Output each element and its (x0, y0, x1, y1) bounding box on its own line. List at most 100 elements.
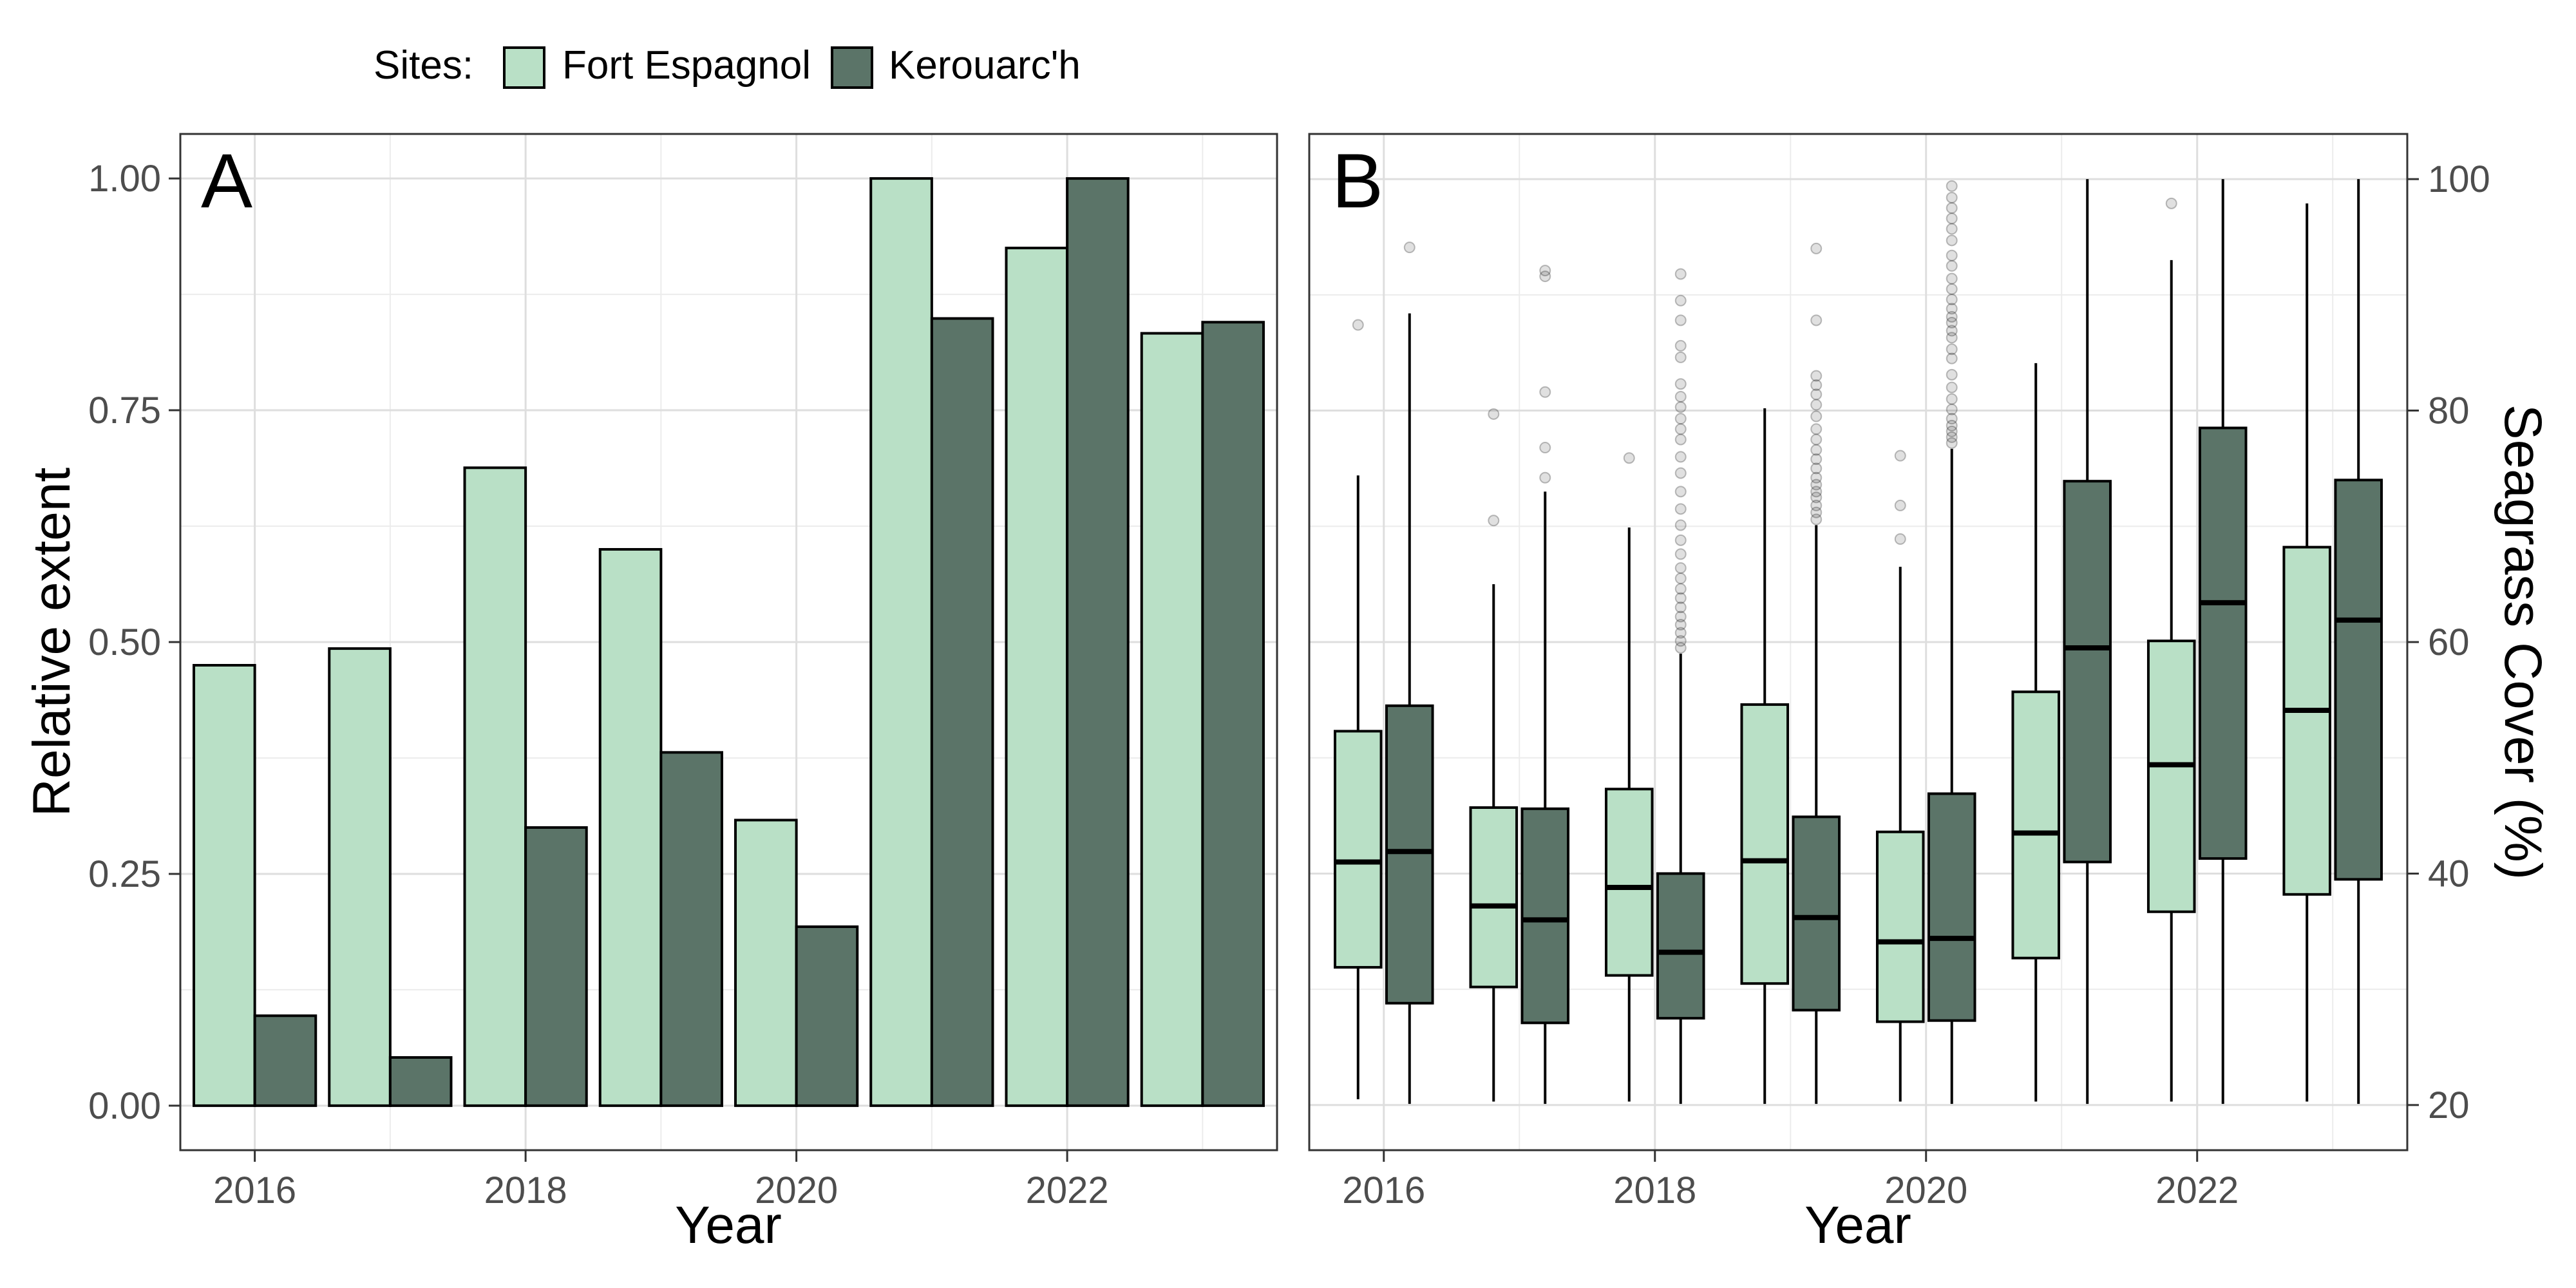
outlier-point (1674, 519, 1687, 531)
outlier-point (1674, 339, 1687, 352)
boxplot-fort-espagnol-2018 (1604, 452, 1654, 1102)
y-tick-label: 0.50 (88, 621, 161, 663)
outlier-point (1674, 573, 1687, 585)
outlier-point (1674, 562, 1687, 574)
panel-b-boxplots (1333, 179, 2383, 1104)
outlier-point (1946, 316, 1958, 328)
boxplot-fort-espagnol-2017 (1469, 408, 1519, 1102)
box (1520, 807, 1570, 1025)
x-tick-label: 2018 (1613, 1170, 1696, 1211)
bar-fort-espagnol-2018 (463, 466, 527, 1107)
outlier-point (1946, 294, 1958, 306)
outlier-point (2165, 197, 2177, 209)
panel-a: A 0.000.250.500.751.00 2016 2018 2020 2022 … (23, 133, 1278, 1255)
outlier-point (1674, 611, 1687, 623)
boxplot-fort-espagnol-2020 (1875, 450, 1925, 1102)
outlier-point (1810, 444, 1823, 456)
boxplot-kerouarch-2017 (1520, 265, 1570, 1104)
panel-b-x-axis: 2016 2018 2020 2022 (1342, 1150, 2239, 1211)
bar-fort-espagnol-2021 (869, 177, 933, 1107)
outlier-point (1674, 467, 1687, 479)
outlier-point (1810, 491, 1823, 504)
outlier-point (1674, 351, 1687, 363)
y-tick-label: 0.25 (88, 853, 161, 895)
outlier-point (1674, 592, 1687, 604)
bar-kerouarch-2019 (659, 751, 723, 1107)
outlier-point (1674, 451, 1687, 463)
outlier-point (1810, 379, 1823, 392)
panel-b-y-axis: 20 40 60 80 100 (2407, 158, 2490, 1126)
outlier-point (1674, 413, 1687, 425)
boxplot-fort-espagnol-2019 (1740, 408, 1790, 1104)
box (2011, 690, 2061, 960)
outlier-point (1674, 583, 1687, 595)
outlier-point (1674, 641, 1687, 654)
x-tick-label: 2020 (755, 1170, 838, 1211)
y-tick-label: 0.75 (88, 390, 161, 431)
panel-b-y-axis-title: Seagrass Cover (%) (2494, 404, 2552, 880)
outlier-point (1810, 513, 1823, 526)
outlier-point (1946, 431, 1958, 443)
x-tick-label: 2022 (2155, 1170, 2239, 1211)
outlier-point (1946, 425, 1958, 437)
box (2063, 480, 2112, 864)
outlier-point (1810, 486, 1823, 498)
outlier-point (1810, 506, 1823, 518)
outlier-point (1674, 619, 1687, 631)
outlier-point (1674, 401, 1687, 413)
bar-kerouarch-2016 (253, 1014, 317, 1107)
outlier-point (1946, 368, 1958, 381)
outlier-point (1674, 534, 1687, 546)
outlier-point (1674, 503, 1687, 515)
bar-fort-espagnol-2020 (734, 819, 798, 1107)
outlier-point (1946, 437, 1958, 449)
outlier-point (1488, 515, 1500, 527)
panel-a-x-axis-title: Year (675, 1196, 782, 1255)
bar-kerouarch-2022 (1066, 177, 1130, 1107)
outlier-point (1946, 213, 1958, 225)
outlier-point (1674, 486, 1687, 498)
boxplot-kerouarch-2021 (2063, 179, 2112, 1104)
outlier-point (1810, 462, 1823, 475)
bar-fort-espagnol-2022 (1005, 247, 1069, 1107)
box (1469, 806, 1519, 989)
outlier-point (1946, 381, 1958, 393)
outlier-point (1946, 419, 1958, 431)
outlier-point (1674, 433, 1687, 446)
outlier-point (1539, 386, 1551, 398)
x-tick-label: 2016 (1342, 1170, 1425, 1211)
outlier-point (1810, 388, 1823, 401)
outlier-point (1674, 423, 1687, 435)
outlier-point (1946, 403, 1958, 415)
panel-b: B 20 40 60 80 100 2016 2018 2020 2022 Year Seag… (1308, 133, 2552, 1255)
outlier-point (1674, 294, 1687, 307)
outlier-point (1403, 242, 1416, 254)
outlier-point (1946, 249, 1958, 261)
boxplot-kerouarch-2023 (2334, 179, 2383, 1104)
outlier-point (1539, 471, 1551, 484)
box (1385, 704, 1434, 1005)
outlier-point (1674, 601, 1687, 614)
boxplot-kerouarch-2020 (1927, 180, 1976, 1104)
box (2198, 426, 2248, 860)
outlier-point (1810, 453, 1823, 466)
boxplot-fort-espagnol-2016 (1333, 319, 1383, 1099)
bar-kerouarch-2023 (1201, 321, 1265, 1107)
outlier-point (1946, 343, 1958, 355)
outlier-point (1946, 352, 1958, 365)
bar-fort-espagnol-2016 (193, 663, 256, 1107)
legend-label-fort-espagnol: Fort Espagnol (562, 43, 811, 88)
outlier-point (1810, 423, 1823, 435)
outlier-point (1810, 478, 1823, 491)
outlier-point (1946, 272, 1958, 285)
panel-b-label: B (1332, 138, 1383, 224)
panel-a-label: A (201, 138, 252, 224)
y-tick-label: 60 (2428, 621, 2470, 663)
y-tick-label: 100 (2428, 158, 2490, 200)
box (1604, 788, 1654, 977)
boxplot-kerouarch-2016 (1385, 242, 1434, 1104)
boxplot-fort-espagnol-2023 (2282, 203, 2332, 1102)
box (1333, 730, 1383, 969)
outlier-point (1623, 452, 1635, 464)
